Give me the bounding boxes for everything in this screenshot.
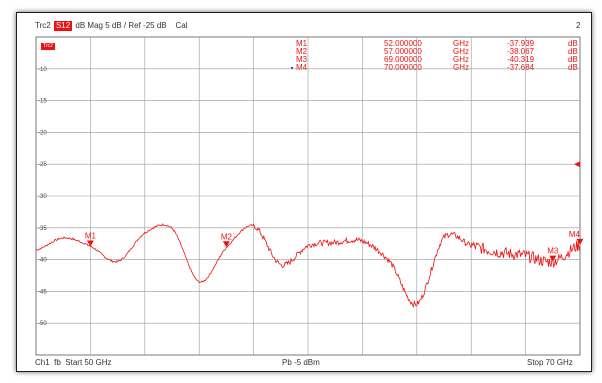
marker-triangle-icon[interactable]: [576, 238, 584, 245]
y-tick-label: -30: [38, 194, 47, 200]
marker-triangle-icon[interactable]: [86, 240, 94, 247]
marker-row[interactable]: M1 52.000000 GHz -37.939 dB: [296, 40, 586, 48]
marker-frequency-unit: GHz: [453, 47, 469, 56]
marker-triangle-icon[interactable]: [222, 241, 230, 248]
marker-label: M4: [569, 230, 581, 239]
scale-per-division: 5 dB /: [105, 21, 127, 30]
marker-name: M3: [296, 55, 308, 64]
marker-name: M4: [296, 63, 308, 72]
source-power: Pb -5 dBm: [282, 358, 320, 367]
reference-level: Ref -25 dB: [128, 21, 167, 30]
marker-name: M2: [296, 47, 308, 56]
marker-label: M1: [85, 231, 97, 240]
marker-frequency: 70.000000: [384, 63, 422, 72]
marker-value-unit: dB: [568, 63, 578, 72]
marker-row[interactable]: M2 57.000000 GHz -38.067 dB: [296, 48, 586, 56]
marker-triangle-icon[interactable]: [549, 255, 557, 262]
y-tick-label: -20: [38, 130, 47, 136]
sweep-mode: fb: [54, 358, 61, 367]
y-tick-label: -40: [38, 258, 47, 264]
start-frequency: Start 50 GHz: [65, 358, 112, 367]
marker-value-unit: dB: [568, 47, 578, 56]
marker-row[interactable]: M3 69.000000 GHz -40.319 dB: [296, 56, 586, 64]
marker-frequency: 57.000000: [384, 47, 422, 56]
marker-table: M1 52.000000 GHz -37.939 dB M2 57.000000…: [291, 40, 586, 72]
reference-level-arrow-icon: [574, 161, 580, 168]
analyzer-screen: [16, 12, 592, 372]
marker-value: -37.684: [507, 63, 535, 72]
trace-name: Trc2: [35, 21, 51, 30]
marker-row[interactable]: M4 70.000000 GHz -37.684 dB: [291, 63, 586, 72]
trace-header[interactable]: Trc2 S12 dB Mag 5 dB / Ref -25 dB Cal: [35, 21, 188, 31]
y-tick-label: -10: [38, 67, 47, 73]
y-tick-label: -15: [38, 99, 47, 105]
channel-label: Ch1: [35, 358, 50, 367]
footer-channel: Ch1 fb Start 50 GHz: [35, 358, 112, 368]
marker-frequency-unit: GHz: [453, 55, 469, 64]
marker-value: -38.067: [507, 47, 535, 56]
marker-value-unit: dB: [568, 55, 578, 64]
channel-index: 2: [576, 21, 581, 30]
marker-frequency-unit: GHz: [453, 39, 469, 48]
trace-tag[interactable]: Trc2: [41, 43, 55, 50]
y-tick-label: -25: [38, 162, 47, 168]
marker-frequency-unit: GHz: [453, 63, 469, 72]
display-format: dB Mag: [75, 21, 103, 30]
y-tick-label: -35: [38, 226, 47, 232]
calibration-status: Cal: [175, 21, 188, 30]
trace-line: [35, 223, 581, 309]
marker-value-unit: dB: [568, 39, 578, 48]
marker-frequency: 52.000000: [384, 39, 422, 48]
active-marker-dot-icon: [291, 67, 293, 69]
marker-name: M1: [296, 39, 308, 48]
y-tick-label: -50: [38, 321, 47, 327]
stop-frequency: Stop 70 GHz: [527, 358, 573, 367]
y-tick-label: -45: [38, 289, 47, 295]
marker-label: M2: [221, 232, 233, 241]
marker-value: -40.319: [507, 55, 535, 64]
marker-label: M3: [547, 247, 559, 256]
marker-frequency: 69.000000: [384, 55, 422, 64]
s-parameter-badge[interactable]: S12: [53, 21, 73, 31]
marker-value: -37.939: [507, 39, 535, 48]
